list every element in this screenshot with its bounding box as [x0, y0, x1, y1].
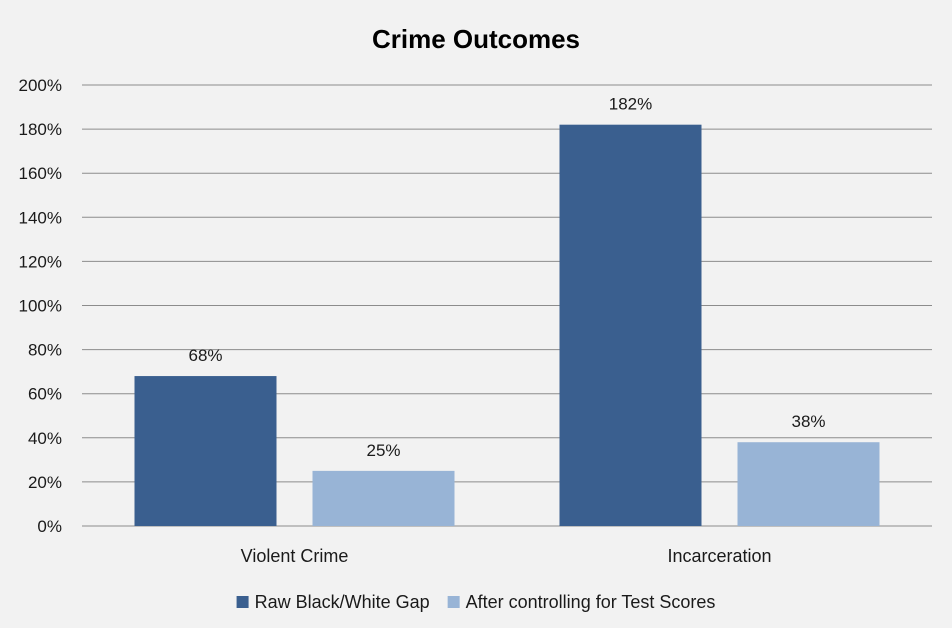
legend-swatch — [236, 596, 249, 608]
y-tick-label: 160% — [19, 164, 62, 183]
data-label: 38% — [791, 412, 825, 431]
y-tick-label: 200% — [19, 76, 62, 95]
y-axis: 0% 20% 40% 60% 80% 100% 120% 140% 160% 180% 200% — [19, 76, 62, 536]
data-labels: 68% 25% 182% 38% — [188, 95, 825, 460]
bar-raw-gap-1 — [559, 124, 702, 526]
data-label: 68% — [188, 346, 222, 365]
x-category-label: Violent Crime — [241, 546, 349, 566]
legend-item: Raw Black/White Gap — [236, 592, 430, 612]
x-axis: Violent Crime Incarceration — [241, 546, 772, 566]
legend-label: After controlling for Test Scores — [466, 592, 716, 612]
x-category-label: Incarceration — [667, 546, 771, 566]
y-tick-label: 20% — [28, 473, 62, 492]
y-tick-label: 80% — [28, 341, 62, 360]
legend-item: After controlling for Test Scores — [447, 592, 716, 612]
y-tick-label: 100% — [19, 297, 62, 316]
y-tick-label: 40% — [28, 429, 62, 448]
legend-swatch — [447, 596, 460, 608]
y-tick-label: 140% — [19, 208, 62, 227]
bars — [134, 124, 880, 526]
y-tick-label: 60% — [28, 385, 62, 404]
legend-label: Raw Black/White Gap — [255, 592, 430, 612]
chart-title: Crime Outcomes — [372, 24, 580, 54]
y-tick-label: 0% — [37, 517, 62, 536]
legend: Raw Black/White Gap After controlling for… — [236, 592, 716, 612]
y-tick-label: 120% — [19, 252, 62, 271]
bar-raw-gap-0 — [134, 376, 277, 526]
bar-controlled-0 — [312, 470, 455, 526]
data-label: 182% — [609, 95, 652, 114]
data-label: 25% — [366, 441, 400, 460]
bar-controlled-1 — [737, 442, 880, 526]
y-tick-label: 180% — [19, 120, 62, 139]
